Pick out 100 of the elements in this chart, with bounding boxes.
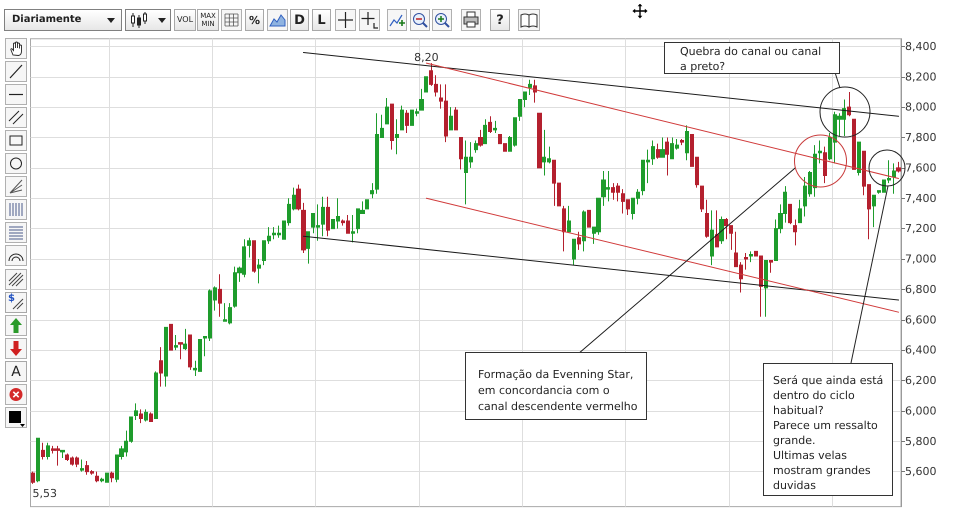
candlestick xyxy=(188,334,192,370)
candlestick xyxy=(178,342,183,360)
candlestick xyxy=(537,112,542,168)
candlestick xyxy=(872,194,876,228)
candlestick xyxy=(144,408,148,422)
candlestick xyxy=(46,442,50,460)
candlestick xyxy=(326,196,330,237)
y-tick-label: 7,200 xyxy=(905,222,936,236)
y-tick-label: 7,000 xyxy=(905,252,936,266)
candlestick xyxy=(582,210,586,252)
candlestick xyxy=(857,142,861,176)
candlestick xyxy=(365,199,369,210)
y-tick-label: 6,600 xyxy=(905,313,936,326)
candlestick xyxy=(424,76,428,92)
candlestick xyxy=(587,210,591,228)
y-tick-label: 5,600 xyxy=(905,465,936,478)
candlestick xyxy=(680,138,684,146)
candlestick xyxy=(395,118,399,155)
candlestick xyxy=(892,162,896,194)
candlestick xyxy=(385,98,389,124)
candlestick xyxy=(572,238,576,266)
callout-box: Formação da Evenning Star, em concordancia com o canal descendente vermelho xyxy=(465,352,647,420)
y-tick-label: 6,400 xyxy=(905,344,936,357)
annotation: 5,53 xyxy=(32,486,57,500)
candlestick xyxy=(793,219,797,246)
candlestick xyxy=(562,205,566,252)
candlestick xyxy=(823,146,827,184)
callout-box: Será que ainda está dentro do ciclo habitual? Parece um ressalto grande. Ultimas velas mostram grandes duvidas xyxy=(763,363,893,496)
dollar-stripes-icon: $ xyxy=(5,292,27,313)
candlestick xyxy=(483,118,487,144)
candlestick xyxy=(459,137,463,170)
candlestick xyxy=(149,412,153,422)
candlestick xyxy=(183,328,187,351)
candlestick xyxy=(405,110,409,134)
candlestick xyxy=(474,140,478,154)
candlestick xyxy=(651,140,655,166)
candlestick xyxy=(134,402,138,421)
y-tick-label: 8,200 xyxy=(905,70,936,84)
candlestick xyxy=(749,250,753,263)
candlestick xyxy=(306,231,310,264)
candlestick xyxy=(390,104,394,150)
candlestick xyxy=(660,137,665,158)
candlestick xyxy=(110,471,114,483)
button: D xyxy=(290,9,309,31)
help-button: ? xyxy=(490,9,510,31)
candlestick xyxy=(744,252,748,270)
annotation: 8,20 xyxy=(414,50,439,64)
candlestick xyxy=(164,326,168,388)
candlestick xyxy=(710,210,714,266)
y-tick-label: 7,800 xyxy=(905,131,936,144)
candlestick xyxy=(719,216,724,244)
y-tick-label: 6,200 xyxy=(905,374,936,388)
candlestick xyxy=(257,258,261,284)
text-icon: A xyxy=(5,360,27,382)
candlestick xyxy=(419,88,424,111)
candlestick xyxy=(247,237,251,258)
y-tick-label: 7,600 xyxy=(905,161,936,174)
candlestick xyxy=(296,184,301,211)
annotation: Será que ainda está dentro do ciclo habitual? Parece um ressalto grande. Ultimas velas mostram grandes duvidas xyxy=(773,374,884,492)
candlestick xyxy=(764,260,768,318)
candlestick xyxy=(55,445,60,466)
candlestick xyxy=(896,161,901,173)
candlestick xyxy=(139,408,143,424)
candlestick xyxy=(852,118,856,170)
y-tick-label: 6,800 xyxy=(905,282,936,296)
button: VOL xyxy=(174,9,196,31)
candlestick xyxy=(798,199,802,224)
annotation: Quebra do canal ou canal a preto? xyxy=(680,45,822,73)
candlestick xyxy=(788,204,792,225)
candlestick xyxy=(685,124,689,161)
callout-box: Quebra do canal ou canal a preto? xyxy=(664,42,840,74)
candlestick xyxy=(60,450,65,458)
candlestick xyxy=(95,471,99,483)
candlestick xyxy=(252,240,256,274)
y-tick-label: 5,800 xyxy=(905,434,936,448)
candlestick xyxy=(656,143,660,160)
candlestick xyxy=(478,129,483,148)
candlestick xyxy=(454,106,458,130)
candlestick xyxy=(174,334,178,351)
y-tick-label: 7,400 xyxy=(905,192,936,205)
button: % xyxy=(245,9,264,31)
candlestick xyxy=(370,182,374,199)
dropdown: Diariamente xyxy=(4,9,122,31)
candlestick xyxy=(31,471,35,484)
y-tick-label: 8,000 xyxy=(905,100,936,114)
candlestick xyxy=(715,210,719,248)
annotation: Formação da Evenning Star, em concordancia com o canal descendente vermelho xyxy=(478,368,638,413)
candlestick xyxy=(705,199,709,238)
candlestick xyxy=(449,106,453,130)
candlestick xyxy=(301,202,306,254)
candlestick xyxy=(769,260,773,274)
candlestick xyxy=(577,231,581,250)
candlestick xyxy=(36,438,40,483)
candlestick xyxy=(528,79,532,96)
candlestick xyxy=(41,442,45,460)
candlestick xyxy=(601,170,606,206)
candlestick xyxy=(488,116,492,134)
y-tick-label: 8,400 xyxy=(905,40,936,53)
candlestick xyxy=(400,105,404,130)
button: L xyxy=(312,9,331,31)
